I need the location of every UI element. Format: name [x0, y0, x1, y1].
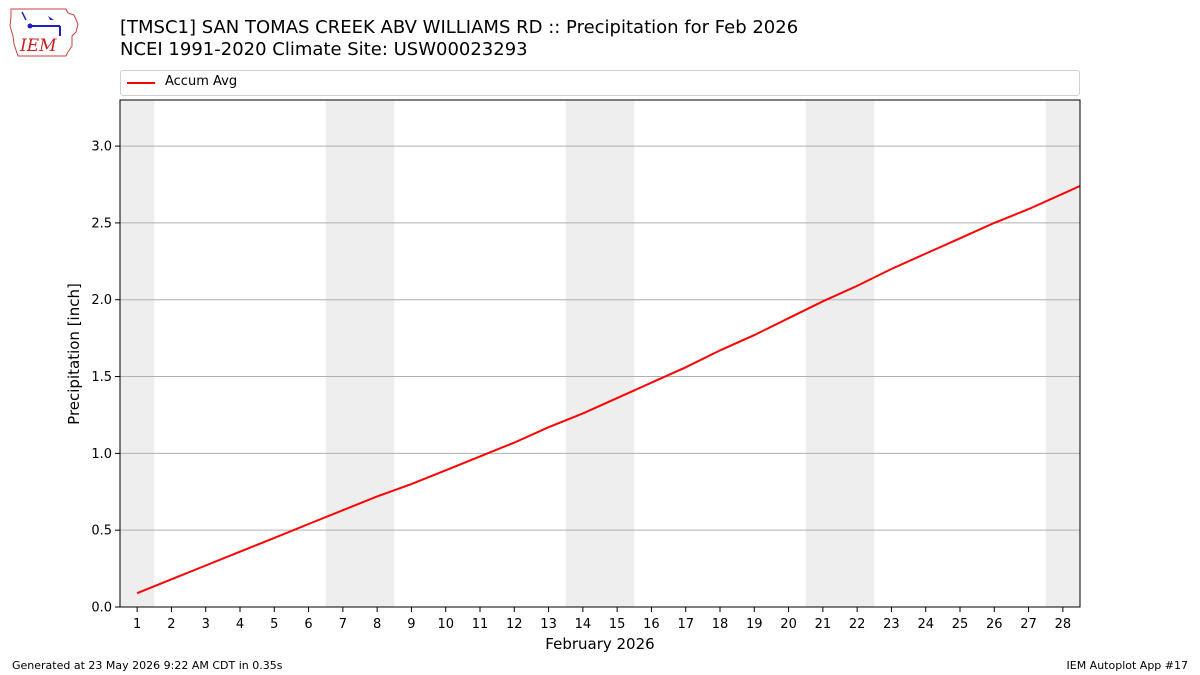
- x-tick-label: 8: [373, 617, 381, 632]
- legend-label: Accum Avg: [165, 74, 238, 89]
- x-tick-label: 18: [712, 617, 729, 632]
- logo-text: IEM: [19, 36, 57, 56]
- x-tick-label: 12: [506, 617, 523, 632]
- iowa-map-icon: IEM: [9, 8, 79, 57]
- weekend-band: [805, 100, 840, 607]
- title-line-2: NCEI 1991-2020 Climate Site: USW00023293: [120, 39, 528, 60]
- x-tick-label: 10: [437, 617, 454, 632]
- x-tick-label: 21: [815, 617, 832, 632]
- y-tick-label: 2.5: [91, 216, 112, 231]
- x-tick-label: 20: [780, 617, 797, 632]
- y-tick-label: 1.5: [91, 370, 112, 385]
- y-tick-label: 2.0: [91, 293, 112, 308]
- x-axis-ticks: 1 2 3 4 5 6 7 8 9 10 11 12 13 14 15 16 17 18 19 20 21 22 23 24 2…: [133, 607, 1071, 632]
- chart-title: [TMSC1] SAN TOMAS CREEK ABV WILLIAMS RD …: [120, 17, 798, 61]
- weekend-band: [325, 100, 360, 607]
- x-tick-label: 24: [917, 617, 934, 632]
- plot-frame: [119, 99, 1081, 608]
- y-axis-ticks: 0.0 0.5 1.0 1.5 2.0 2.5 3.0: [91, 140, 120, 616]
- x-tick-label: 9: [407, 617, 415, 632]
- x-tick-label: 27: [1020, 617, 1037, 632]
- generated-timestamp: Generated at 23 May 2026 9:22 AM CDT in …: [12, 659, 283, 672]
- x-axis-label: February 2026: [545, 635, 654, 653]
- x-tick-label: 4: [236, 617, 244, 632]
- y-tick-label: 1.0: [91, 447, 112, 462]
- x-tick-label: 16: [643, 617, 660, 632]
- title-line-1: [TMSC1] SAN TOMAS CREEK ABV WILLIAMS RD …: [120, 17, 799, 38]
- x-tick-label: 25: [952, 617, 969, 632]
- x-tick-label: 19: [746, 617, 763, 632]
- x-tick-label: 2: [167, 617, 175, 632]
- y-tick-label: 3.0: [91, 140, 112, 155]
- x-tick-label: 15: [609, 617, 626, 632]
- x-tick-label: 28: [1055, 617, 1072, 632]
- x-tick-label: 22: [849, 617, 866, 632]
- iem-logo: IEM: [8, 6, 80, 58]
- x-tick-label: 14: [575, 617, 592, 632]
- x-tick-label: 5: [270, 617, 278, 632]
- x-tick-label: 23: [883, 617, 900, 632]
- y-tick-label: 0.0: [91, 601, 112, 616]
- series-line-accum-avg: [136, 185, 1081, 595]
- x-tick-label: 7: [339, 617, 347, 632]
- gridlines: [120, 145, 1080, 608]
- weekend-band: [600, 100, 635, 607]
- x-tick-label: 6: [304, 617, 312, 632]
- weekend-band: [360, 100, 395, 607]
- x-tick-label: 3: [202, 617, 210, 632]
- app-label: IEM Autoplot App #17: [1066, 659, 1189, 672]
- legend-swatch: [127, 82, 155, 84]
- legend: Accum Avg: [120, 70, 1080, 96]
- weekend-bands: [120, 100, 1080, 607]
- weekend-band: [840, 100, 875, 607]
- weekend-band: [1045, 100, 1080, 607]
- x-tick-label: 13: [540, 617, 557, 632]
- x-tick-label: 26: [986, 617, 1003, 632]
- y-tick-label: 0.5: [91, 524, 112, 539]
- x-tick-label: 1: [133, 617, 141, 632]
- y-axis-label: Precipitation [inch]: [65, 283, 83, 425]
- weekend-band: [120, 100, 155, 607]
- x-tick-label: 11: [472, 617, 489, 632]
- x-tick-label: 17: [677, 617, 694, 632]
- series-layer: [136, 185, 1081, 595]
- weekend-band: [565, 100, 600, 607]
